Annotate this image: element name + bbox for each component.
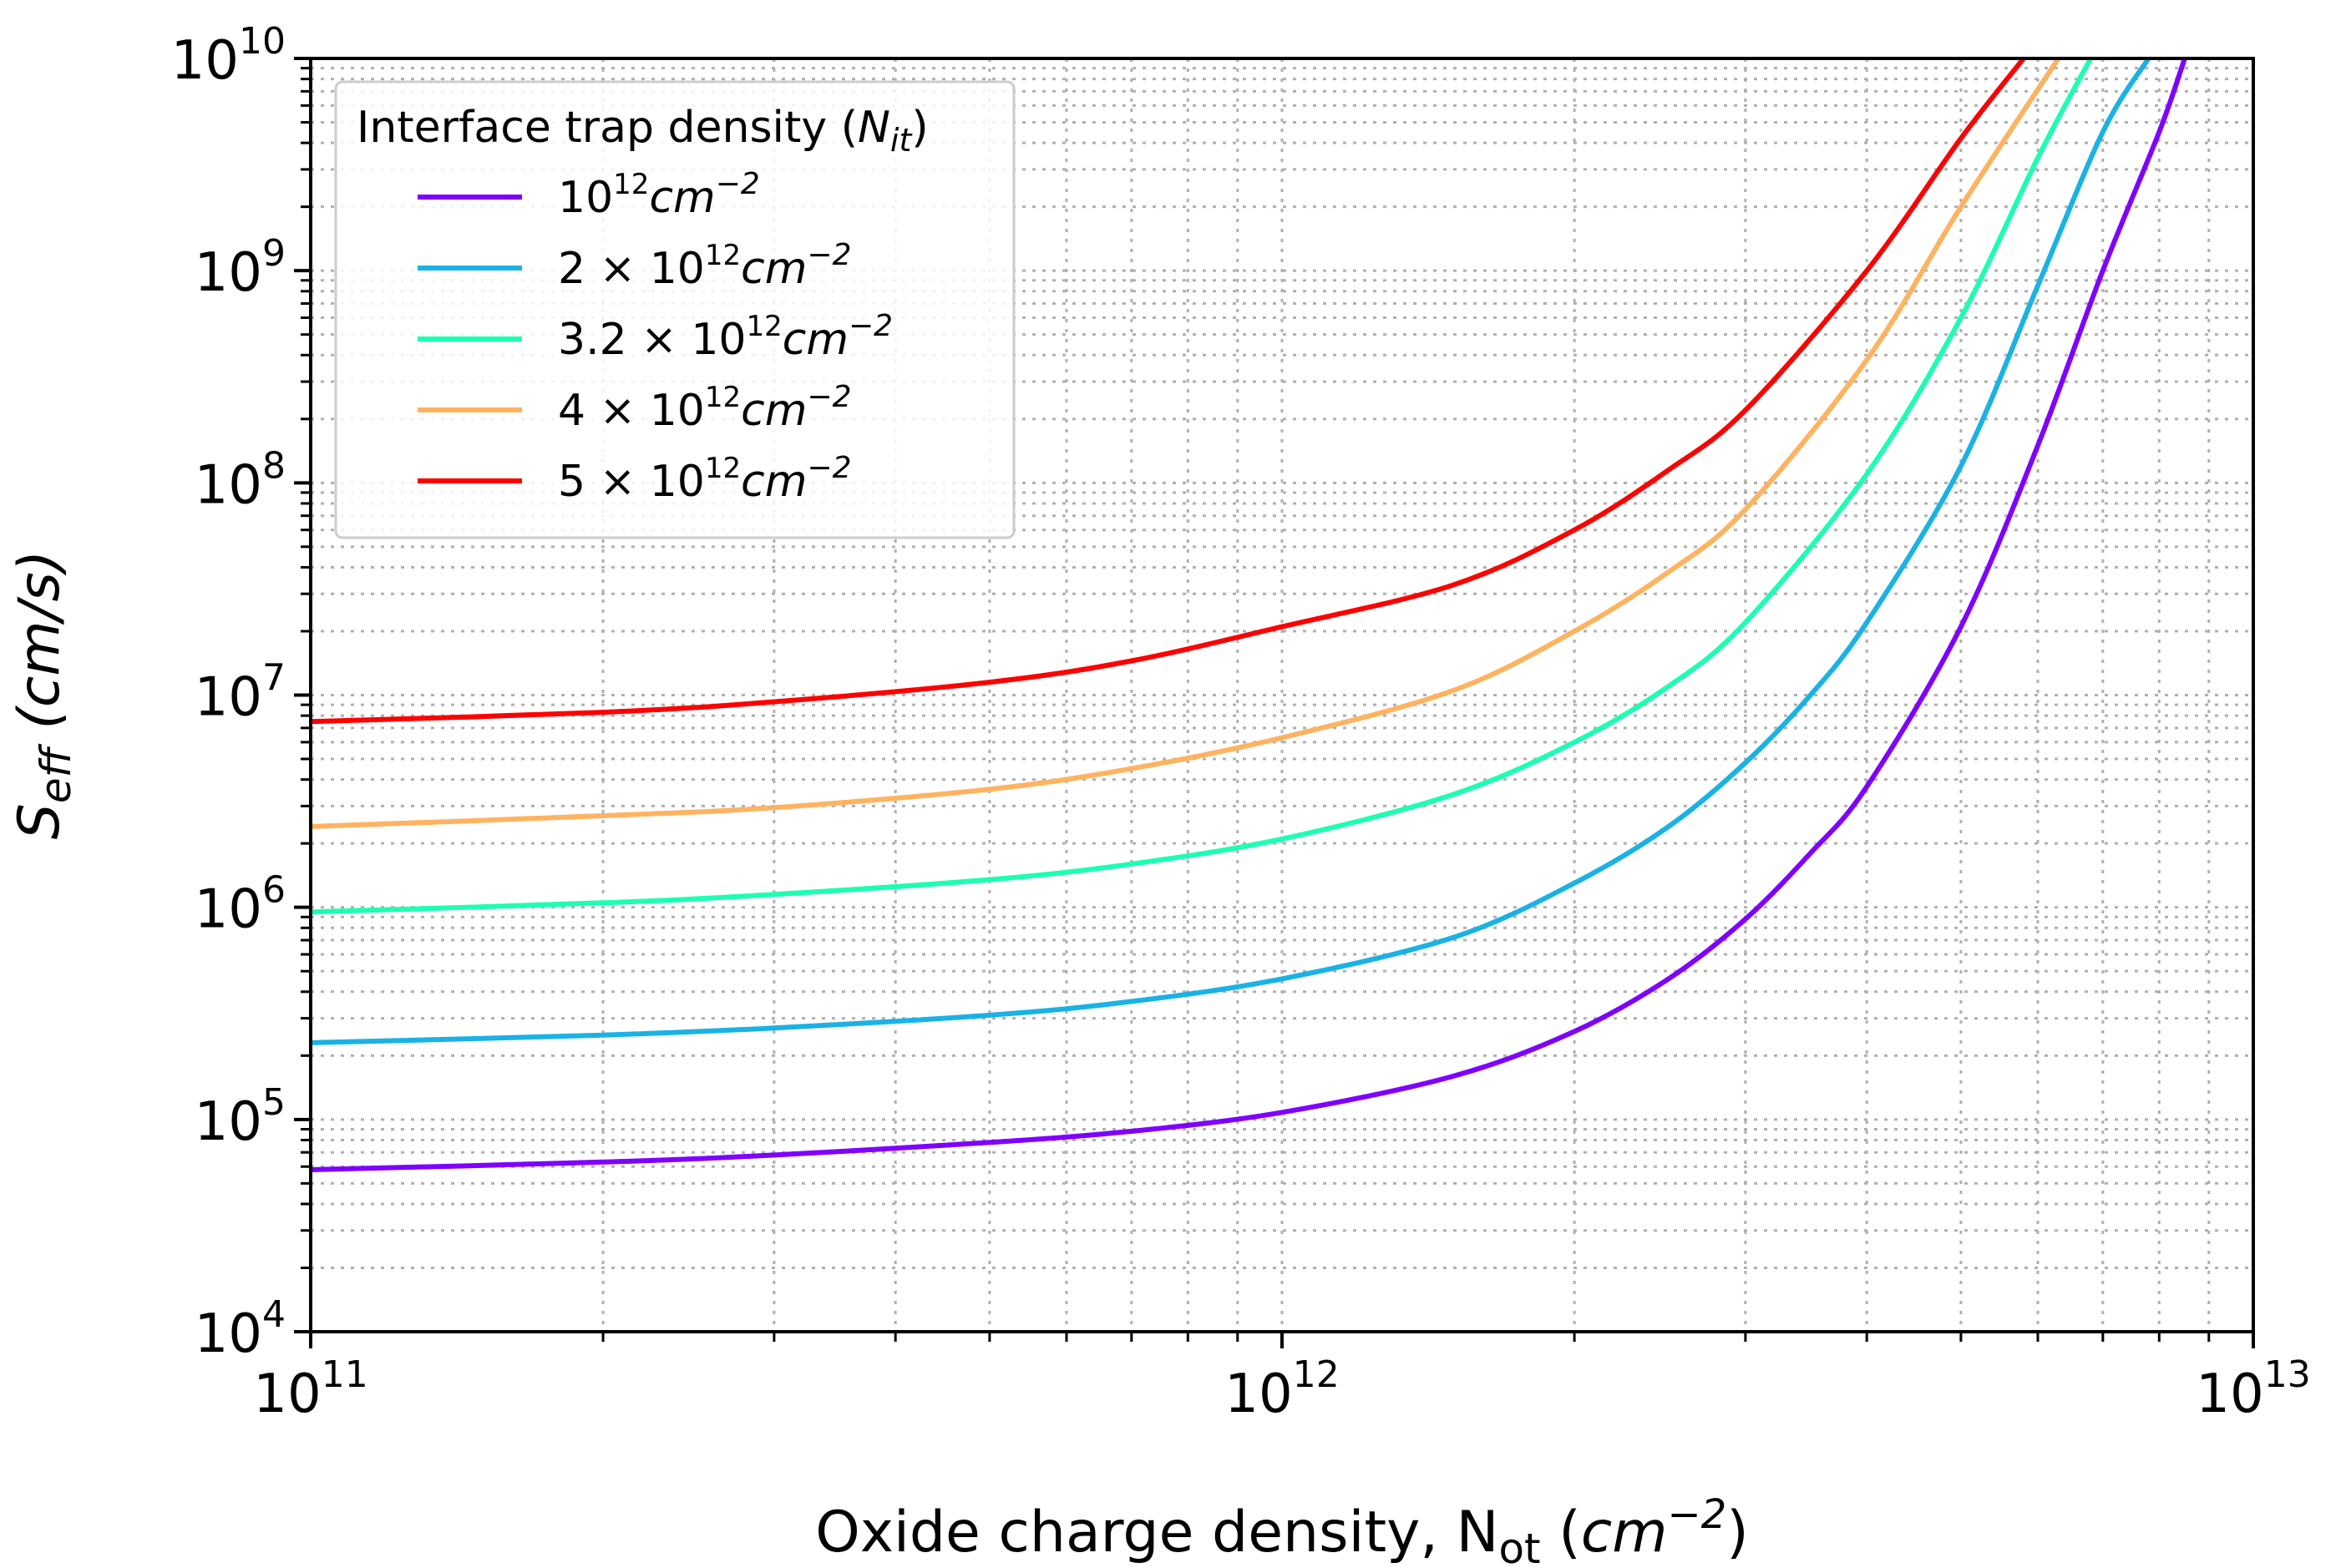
legend: Interface trap density (Nit) 1012cm−2 2 ×… <box>334 80 1016 539</box>
legend-label-3: 3.2 × 1012cm−2 <box>558 309 893 365</box>
x-tick-label: 1013 <box>2196 1353 2310 1425</box>
series-line-2 <box>311 58 2151 1045</box>
y-axis-label: Seff (cm/s) <box>7 550 80 840</box>
legend-label-1: 1012cm−2 <box>558 167 760 223</box>
x-axis-label: Oxide charge density, Not (cm−2) <box>815 1491 1749 1568</box>
legend-title: Interface trap density (Nit) <box>357 103 929 159</box>
series-layer <box>311 58 2187 1172</box>
ticks <box>294 57 2255 1348</box>
legend-label-5: 5 × 1012cm−2 <box>558 451 851 507</box>
y-tick-label: 106 <box>195 869 286 941</box>
series-line-4 <box>311 58 2061 829</box>
x-tick-label: 1012 <box>1224 1353 1339 1425</box>
legend-entries: 1012cm−2 2 × 1012cm−2 3.2 × 1012cm−2 4 × 10… <box>418 167 893 507</box>
legend-label-4: 4 × 1012cm−2 <box>558 380 851 436</box>
series-line-3 <box>311 58 2094 915</box>
y-tick-label: 1010 <box>171 20 286 92</box>
series-line-1 <box>311 58 2187 1172</box>
y-tick-label: 108 <box>195 444 286 516</box>
series-line-5 <box>311 58 2026 725</box>
legend-label-2: 2 × 1012cm−2 <box>558 238 851 294</box>
y-tick-label: 109 <box>195 232 286 304</box>
y-tick-label: 105 <box>195 1081 286 1153</box>
y-tick-label: 107 <box>195 657 286 729</box>
y-tick-label: 104 <box>195 1293 286 1365</box>
x-tick-label: 1011 <box>253 1353 367 1425</box>
tick-labels: 1011 1012 1013 104 105 106 107 108 109 1010 <box>171 20 2311 1425</box>
